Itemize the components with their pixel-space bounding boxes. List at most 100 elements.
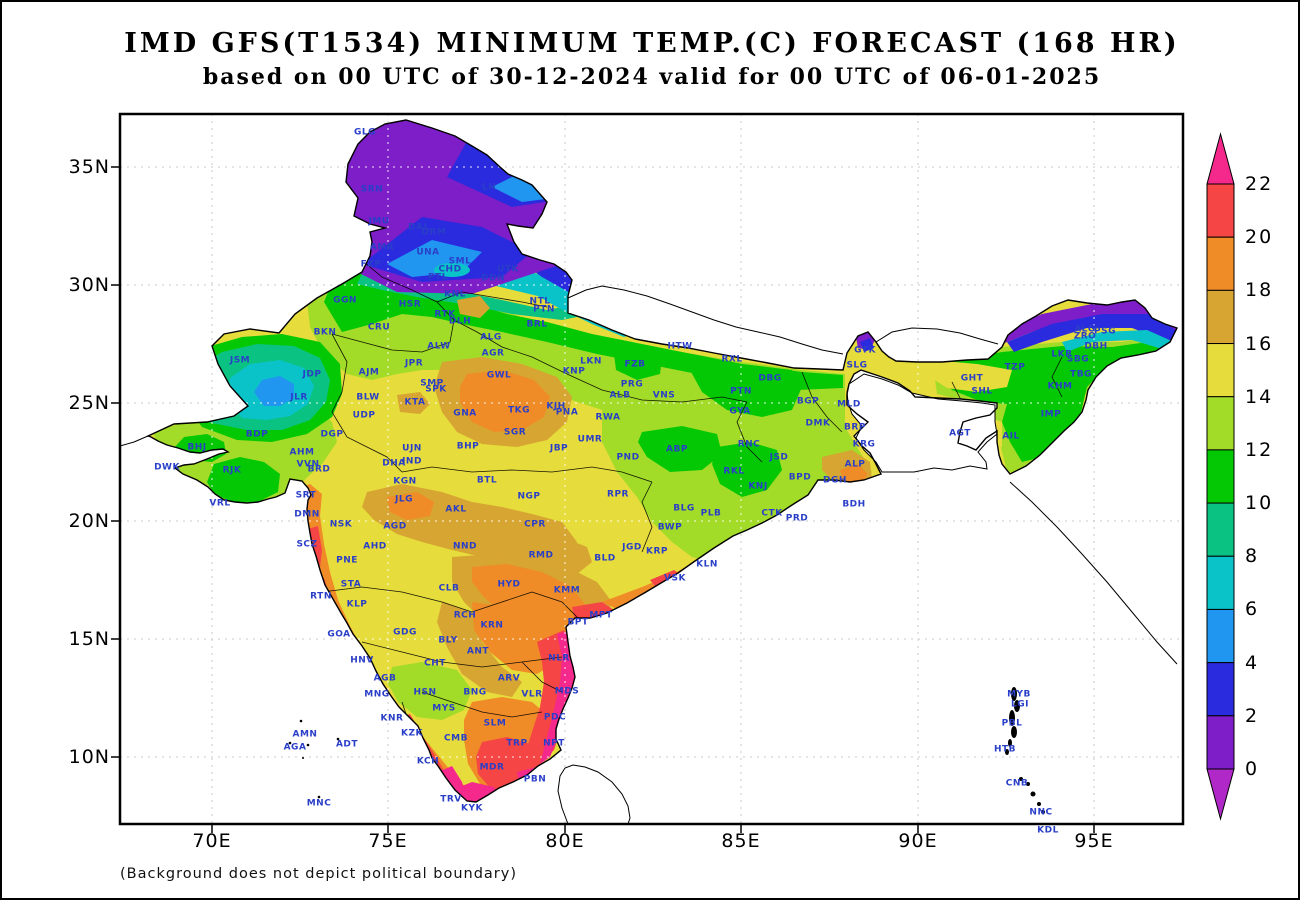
station-label: AGB — [373, 673, 397, 684]
station-label: BPD — [788, 472, 812, 483]
station-label: NND — [452, 541, 478, 552]
lon-axis-label: 75E — [368, 830, 408, 852]
colorbar-band — [1206, 396, 1235, 451]
lon-axis-label: 85E — [721, 830, 761, 852]
station-label: NSK — [329, 519, 353, 530]
station-label: LGI — [1011, 699, 1029, 710]
station-label: NPT — [543, 738, 565, 749]
station-label: RCH — [453, 610, 477, 621]
station-label: JMU — [368, 216, 390, 227]
station-label: UDP — [352, 410, 376, 421]
station-label: HSR — [398, 299, 422, 310]
lon-axis-label: 95E — [1074, 830, 1114, 852]
station-label: KNP — [562, 366, 586, 377]
station-label: MDS — [554, 686, 580, 697]
station-label: HTW — [667, 341, 693, 352]
station-label: RTN — [310, 591, 332, 602]
station-label: DBH — [1084, 341, 1108, 352]
station-label: AGA — [283, 742, 307, 753]
station-label: HSN — [413, 687, 437, 698]
station-label: KZK — [401, 728, 423, 739]
station-label: AGR — [481, 348, 505, 359]
station-label: BNG — [463, 687, 487, 698]
station-label: PRD — [785, 513, 809, 524]
station-label: RPR — [607, 489, 629, 500]
station-label: GHT — [960, 373, 984, 384]
station-label: GLG — [353, 127, 377, 138]
station-label: KNL — [444, 289, 466, 300]
lon-axis-label: 90E — [898, 830, 938, 852]
nepal-border — [567, 285, 844, 355]
station-label: FZP — [360, 259, 382, 270]
station-label: SML — [448, 256, 472, 267]
station-label: PND — [616, 452, 640, 463]
station-label: RTK — [434, 309, 456, 320]
station-label: MNC — [306, 798, 332, 809]
station-label: CRU — [367, 322, 391, 333]
station-label: KRN — [480, 620, 504, 631]
station-label: KMM — [553, 585, 581, 596]
colorbar-band — [1206, 555, 1235, 610]
sri-lanka-outline — [557, 764, 631, 825]
station-label: GTK — [854, 345, 876, 356]
india-outline — [146, 119, 1178, 803]
lat-axis-label: 20N — [68, 510, 110, 532]
colorbar-label: 2 — [1245, 704, 1260, 727]
colorbar-label: 22 — [1245, 173, 1274, 195]
station-label: GYA — [729, 406, 751, 417]
colorbar-label: 8 — [1245, 545, 1260, 568]
colorbar — [1206, 183, 1235, 770]
colorbar-band — [1206, 662, 1235, 717]
station-label: AMN — [292, 729, 318, 740]
station-label: CHT — [424, 658, 446, 669]
station-label: HYD — [497, 579, 521, 590]
station-label: ADT — [335, 739, 359, 750]
station-label: LKR — [1051, 349, 1073, 360]
colorbar-label: 14 — [1245, 385, 1274, 408]
station-label: MNG — [364, 689, 390, 700]
station-label: PTN — [730, 386, 752, 397]
colorbar-band — [1206, 715, 1235, 770]
station-label: SGR — [503, 427, 527, 438]
station-label: TRV — [440, 794, 462, 805]
station-label: STA — [340, 579, 362, 590]
station-label: SRN — [360, 184, 384, 195]
station-label: AGT — [949, 428, 971, 439]
lat-axis-label: 15N — [68, 628, 110, 650]
station-label: CNB — [1005, 778, 1029, 789]
station-label: DAL — [408, 222, 430, 233]
station-label: RNC — [737, 439, 761, 450]
station-label: MLD — [837, 399, 861, 410]
station-label: KRG — [852, 439, 876, 450]
station-label: KYK — [461, 803, 483, 814]
colorbar-label: 6 — [1245, 598, 1260, 621]
station-label: KGN — [393, 476, 417, 487]
station-label: UTK — [497, 264, 519, 275]
station-label: GWL — [486, 370, 512, 381]
colorbar-top-arrow — [1206, 132, 1235, 185]
station-label: NLR — [548, 653, 570, 664]
station-label: GGN — [333, 295, 357, 306]
station-label: SMP — [420, 378, 444, 389]
station-label: BGP — [796, 396, 820, 407]
station-label: VRL — [209, 498, 231, 509]
colorbar-band — [1206, 236, 1235, 291]
station-label: BKN — [313, 327, 337, 338]
station-label: CTK — [761, 508, 783, 519]
station-label: GDG — [393, 627, 417, 638]
station-label: AHM — [289, 447, 315, 458]
station-label: SRT — [295, 490, 317, 501]
station-label: TKG — [507, 405, 531, 416]
station-label: KLN — [696, 559, 718, 570]
station-label: DGP — [320, 429, 344, 440]
colorbar-label: 12 — [1245, 438, 1274, 461]
station-label: ANT — [466, 646, 490, 657]
station-label: ARV — [497, 673, 521, 684]
station-label: PBL — [1001, 718, 1023, 729]
station-label: ZRO — [1073, 331, 1097, 342]
map-frame — [118, 112, 1185, 826]
station-label: KRP — [645, 546, 669, 557]
station-label: KHM — [1047, 381, 1073, 392]
myanmar-coast — [1009, 481, 1178, 665]
station-label: VSK — [664, 573, 686, 584]
